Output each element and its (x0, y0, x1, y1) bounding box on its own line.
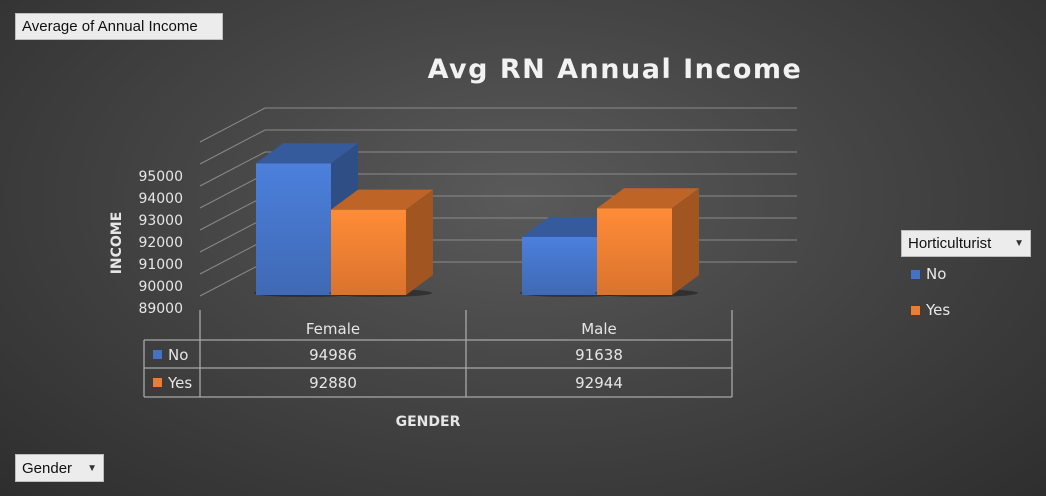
x-axis-title: GENDER (396, 414, 461, 430)
x-category-label: Male (581, 320, 617, 338)
side-gridline (199, 173, 266, 209)
gender-field-button[interactable]: Gender ▼ (15, 454, 104, 482)
y-tick-label: 95000 (138, 169, 183, 185)
legend-swatch-no (911, 269, 920, 279)
table-series-label: No (168, 346, 188, 364)
legend-field-label: Horticulturist (908, 235, 992, 252)
data-table: Female Male No 94986 91638 Yes 92880 92944 (143, 310, 733, 398)
bar-male-yes[interactable] (595, 188, 699, 297)
y-tick-label: 90000 (138, 279, 183, 295)
side-gridline (199, 129, 266, 165)
gender-field-label: Gender (22, 459, 73, 477)
dropdown-arrow-icon[interactable]: ▼ (1014, 238, 1024, 249)
table-value-cell: 94986 (309, 346, 357, 364)
legend-entry-no[interactable]: No (911, 265, 946, 283)
legend-swatch-yes (911, 305, 920, 315)
y-axis-title: INCOME (109, 212, 125, 275)
side-gridline (199, 107, 266, 143)
table-swatch-yes (153, 378, 162, 387)
y-tick-label: 94000 (138, 191, 183, 207)
side-gridline (199, 195, 266, 231)
side-gridline (199, 261, 266, 297)
chart-title: Avg RN Annual Income (428, 54, 803, 85)
y-tick-label: 89000 (138, 301, 183, 317)
table-value-cell: 92944 (575, 374, 623, 392)
x-category-label: Female (306, 320, 360, 338)
legend-field-button[interactable]: Horticulturist ▼ (901, 230, 1031, 257)
table-swatch-no (153, 350, 162, 359)
side-gridline (199, 151, 266, 187)
dropdown-arrow-icon[interactable]: ▼ (87, 462, 97, 474)
y-tick-label: 92000 (138, 235, 183, 251)
value-field-button[interactable]: Average of Annual Income (15, 13, 223, 40)
table-series-label: Yes (167, 374, 192, 392)
bar-female-yes[interactable] (329, 189, 433, 297)
legend-label-no: No (926, 265, 947, 283)
legend-label-yes: Yes (926, 301, 951, 319)
side-gridline (199, 239, 266, 275)
legend-entry-yes[interactable]: Yes (911, 301, 950, 319)
value-field-label: Average of Annual Income (22, 18, 198, 35)
bars (254, 143, 699, 297)
y-tick-label: 93000 (138, 213, 183, 229)
table-value-cell: 91638 (575, 346, 623, 364)
side-gridline (199, 217, 266, 253)
table-value-cell: 92880 (309, 374, 357, 392)
y-tick-label: 91000 (138, 257, 183, 273)
y-axis-ticks: 89000 90000 91000 92000 93000 94000 95000 (138, 169, 183, 317)
